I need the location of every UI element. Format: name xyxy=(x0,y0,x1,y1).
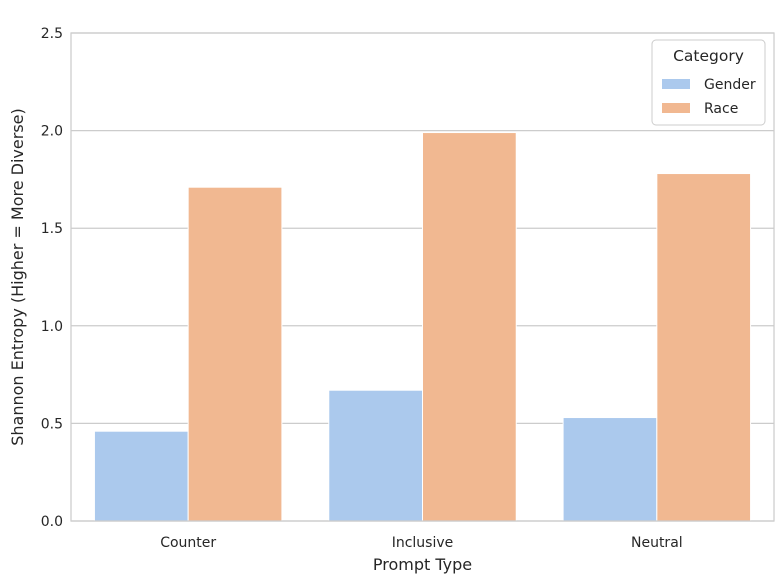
legend-swatch-race xyxy=(662,103,690,113)
y-tick-label: 1.5 xyxy=(41,221,63,237)
x-tick-labels: Counter Inclusive Neutral xyxy=(160,535,682,551)
bar-race-neutral xyxy=(656,173,752,522)
bar-gender-inclusive xyxy=(328,389,423,522)
bar-race-inclusive xyxy=(422,132,517,522)
plot-frame xyxy=(70,32,775,522)
y-tick-label: 1.0 xyxy=(41,319,63,335)
y-tick-labels: 0.0 0.5 1.0 1.5 2.0 2.5 xyxy=(41,26,63,530)
legend-title: Category xyxy=(673,47,744,65)
y-tick-label: 0.0 xyxy=(41,514,63,530)
y-tick-label: 0.5 xyxy=(41,416,63,432)
bar-gender-counter xyxy=(93,430,189,522)
x-axis-label: Prompt Type xyxy=(373,555,472,574)
bars xyxy=(93,132,752,522)
y-axis-label: Shannon Entropy (Higher = More Diverse) xyxy=(8,108,27,446)
legend-label-race: Race xyxy=(704,101,738,117)
legend: Category Gender Race xyxy=(651,39,766,126)
legend-label-gender: Gender xyxy=(704,77,756,93)
x-tick-label: Inclusive xyxy=(392,535,454,551)
y-tick-label: 2.5 xyxy=(41,26,63,42)
legend-swatch-gender xyxy=(662,79,690,89)
bar-race-counter xyxy=(187,186,283,522)
x-tick-label: Neutral xyxy=(631,535,683,551)
bar-gender-neutral xyxy=(562,417,658,522)
y-tick-label: 2.0 xyxy=(41,124,63,140)
x-tick-label: Counter xyxy=(160,535,216,551)
